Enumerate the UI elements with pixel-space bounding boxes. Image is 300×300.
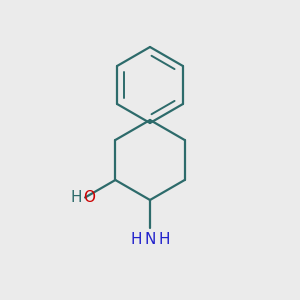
- Text: H: H: [70, 190, 82, 205]
- Text: H: H: [130, 232, 142, 247]
- Text: N: N: [144, 232, 156, 247]
- Text: O: O: [83, 190, 95, 205]
- Text: H: H: [158, 232, 169, 247]
